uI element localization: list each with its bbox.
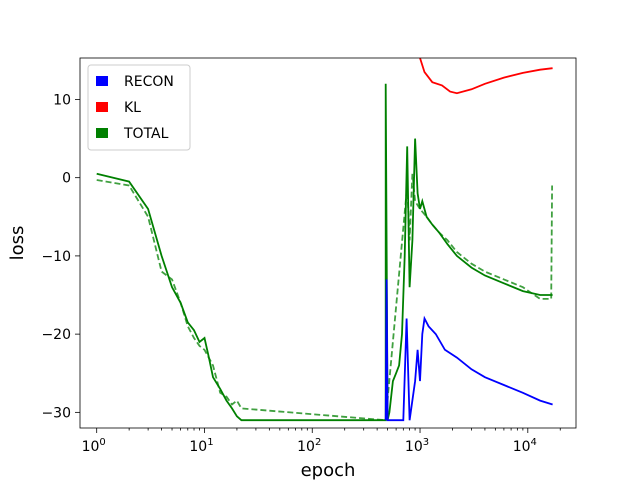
x-axis-label: epoch bbox=[301, 460, 356, 480]
legend-swatch-total bbox=[96, 128, 108, 138]
x-tick-label: 101 bbox=[189, 437, 213, 455]
legend-label-kl: KL bbox=[124, 100, 141, 116]
legend: RECON KL TOTAL bbox=[87, 64, 191, 151]
legend-label-total: TOTAL bbox=[123, 126, 169, 142]
legend-label-recon: RECON bbox=[124, 74, 174, 90]
y-tick-label: −20 bbox=[41, 327, 71, 343]
plot-area bbox=[96, 58, 553, 422]
series-line-total-dashed bbox=[96, 173, 553, 422]
x-tick-label: 100 bbox=[82, 437, 106, 455]
y-tick-label: 0 bbox=[62, 171, 71, 187]
x-tick-label: 103 bbox=[405, 437, 429, 455]
y-axis-label: loss bbox=[7, 226, 28, 261]
plot-frame bbox=[79, 57, 577, 429]
x-tick-label: 104 bbox=[513, 437, 537, 455]
y-tick-label: −10 bbox=[41, 249, 71, 265]
y-tick-label: −30 bbox=[41, 405, 71, 421]
legend-frame bbox=[87, 64, 191, 151]
series-line-kl bbox=[419, 58, 553, 95]
legend-swatch-kl bbox=[96, 102, 108, 112]
series-line-total bbox=[96, 83, 553, 422]
legend-swatch-recon bbox=[96, 76, 108, 86]
y-tick-label: 10 bbox=[53, 92, 71, 108]
series-line-recon bbox=[384, 279, 553, 422]
series-layer bbox=[96, 58, 553, 422]
x-tick-label: 102 bbox=[297, 437, 321, 455]
